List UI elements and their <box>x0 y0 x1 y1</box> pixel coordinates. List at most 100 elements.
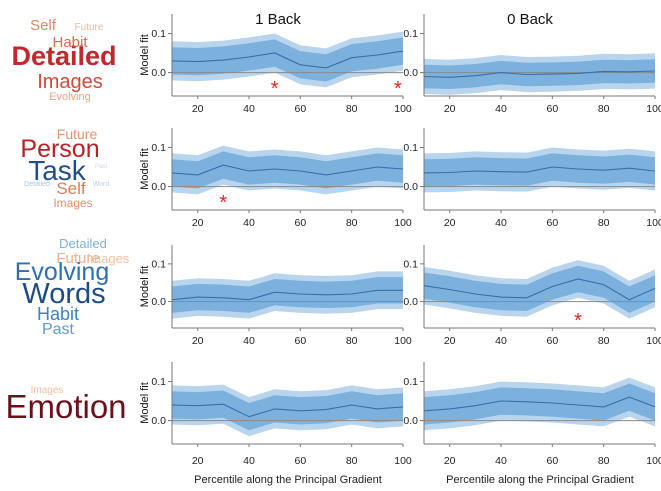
x-tick-label: 40 <box>243 335 255 347</box>
cloud-word: Task <box>28 155 87 186</box>
x-tick-label: 20 <box>192 217 204 229</box>
x-tick-label: 60 <box>546 217 558 229</box>
x-tick-label: 80 <box>346 103 358 115</box>
x-tick-label: 60 <box>294 335 306 347</box>
x-tick-label: 40 <box>495 217 507 229</box>
x-tick-label: 40 <box>243 217 255 229</box>
cloud-word: Habit <box>52 34 88 51</box>
y-tick-label: 0.0 <box>151 415 166 427</box>
series-line <box>423 70 656 78</box>
series-line <box>171 403 404 418</box>
x-tick-label: 80 <box>346 455 358 467</box>
series-line <box>423 166 656 174</box>
x-tick-label: 20 <box>192 455 204 467</box>
cloud-word: Future <box>57 126 98 142</box>
y-tick-label: 0.0 <box>403 415 418 427</box>
x-tick-label: 80 <box>346 217 358 229</box>
panel-r3-c1: 0.0 0.1 20 40 60 80 100 Model fit <box>139 245 412 347</box>
x-tick-label: 80 <box>598 335 610 347</box>
cloud-word: Images <box>37 71 103 93</box>
x-axis-label-right: Percentile along the Principal Gradient <box>446 474 634 486</box>
y-tick-label: 0.0 <box>151 181 166 193</box>
panel-r2-c2: 0.0 0.1 20 40 60 80 100 <box>403 128 661 229</box>
panel-r1-c1: 0.0 0.1 20 40 60 80 100 Model fit * * <box>139 14 412 115</box>
cloud-word: Detailed <box>24 181 50 188</box>
cloud-word: Detailed <box>59 236 107 251</box>
x-tick-label: 100 <box>646 455 661 467</box>
cloud-word: Evolving <box>15 258 110 286</box>
x-tick-label: 20 <box>192 335 204 347</box>
x-tick-label: 80 <box>598 103 610 115</box>
y-tick-label: 0.0 <box>403 67 418 79</box>
y-tick-label: 0.1 <box>403 258 418 270</box>
x-tick-label: 60 <box>546 335 558 347</box>
panel-r3-c2: 0.0 0.1 20 40 60 80 100 * <box>403 245 661 347</box>
x-tick-label: 40 <box>243 103 255 115</box>
panel-r2-c1: 0.0 0.1 20 40 60 80 100 Model fit * <box>139 128 412 229</box>
x-tick-label: 20 <box>444 217 456 229</box>
x-tick-label: 20 <box>444 335 456 347</box>
x-tick-label: 100 <box>646 103 661 115</box>
y-tick-label: 0.0 <box>151 296 166 308</box>
x-tick-label: 40 <box>495 455 507 467</box>
cloud-word: Words <box>22 278 105 310</box>
y-axis-label: Model fit <box>139 148 151 190</box>
column-title-1back: 1 Back <box>255 11 301 28</box>
cloud-word: Emotion <box>5 388 126 425</box>
cloud-word: Images <box>31 385 64 396</box>
ci-band-inner <box>424 383 655 425</box>
significance-star: * <box>219 192 227 214</box>
cloud-word: Self <box>56 179 86 198</box>
series-line <box>171 289 403 301</box>
series-line <box>171 50 404 69</box>
y-tick-label: 0.0 <box>403 181 418 193</box>
x-tick-label: 40 <box>495 335 507 347</box>
x-tick-label: 80 <box>598 455 610 467</box>
significance-star: * <box>574 310 582 332</box>
cloud-word: Images <box>53 196 92 210</box>
y-tick-label: 0.1 <box>151 28 166 40</box>
cloud-word: Future <box>56 250 99 267</box>
cloud-word: Evolving <box>49 91 91 103</box>
y-tick-label: 0.1 <box>403 28 418 40</box>
x-tick-label: 40 <box>495 103 507 115</box>
x-tick-label: 100 <box>646 217 661 229</box>
y-tick-label: 0.0 <box>151 67 166 79</box>
column-title-0back: 0 Back <box>507 11 553 28</box>
panel-r1-c2: 0.0 0.1 20 40 60 80 100 <box>403 14 661 115</box>
x-tick-label: 20 <box>444 455 456 467</box>
significance-star: * <box>271 78 279 100</box>
x-tick-label: 60 <box>546 455 558 467</box>
x-tick-label: 100 <box>394 335 412 347</box>
x-tick-label: 60 <box>294 217 306 229</box>
cloud-word: Future <box>75 22 104 33</box>
x-tick-label: 100 <box>394 217 412 229</box>
y-tick-label: 0.1 <box>403 376 418 388</box>
panel-r4-c1: 0.0 0.1 20 40 60 80 100 Model fit <box>139 362 412 467</box>
cloud-word: Detailed <box>11 41 116 71</box>
cloud-word: Past <box>42 321 75 338</box>
x-tick-label: 60 <box>546 103 558 115</box>
panel-r4-c2: 0.0 0.1 20 40 60 80 100 <box>403 362 661 467</box>
x-tick-label: 20 <box>192 103 204 115</box>
y-tick-label: 0.0 <box>403 296 418 308</box>
cloud-word: Images <box>87 251 130 266</box>
y-tick-label: 0.1 <box>151 258 166 270</box>
significance-star: * <box>394 78 402 100</box>
y-axis-label: Model fit <box>139 382 151 424</box>
cloud-word: Self <box>30 17 57 34</box>
ci-band-inner <box>172 277 403 313</box>
series-line <box>423 278 656 301</box>
x-tick-label: 100 <box>394 455 412 467</box>
word-cloud-3: DetailedFutureImagesEvolvingWordsHabitPa… <box>15 236 130 338</box>
x-tick-label: 100 <box>394 103 412 115</box>
y-tick-label: 0.1 <box>151 142 166 154</box>
x-axis-label-left: Percentile along the Principal Gradient <box>194 474 382 486</box>
y-tick-label: 0.1 <box>151 376 166 388</box>
